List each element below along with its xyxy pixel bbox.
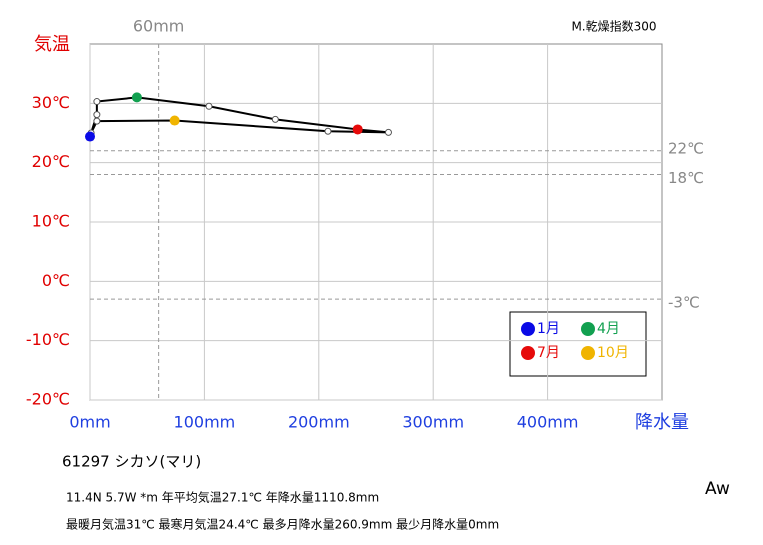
x-axis-label: 降水量	[635, 412, 689, 433]
reference-label: 22℃	[668, 139, 704, 157]
x-tick-label: 400mm	[517, 413, 579, 432]
legend-marker	[521, 346, 535, 360]
highlight-point	[352, 124, 363, 135]
y-tick-label: 20℃	[32, 152, 70, 171]
chart-title: M.乾燥指数300	[571, 19, 656, 34]
y-tick-label: -20℃	[26, 390, 70, 409]
legend	[509, 311, 647, 377]
x-tick-label: 300mm	[402, 413, 464, 432]
month-point	[93, 117, 101, 125]
x-tick-label: 100mm	[174, 413, 236, 432]
reference-label: 18℃	[668, 169, 704, 187]
info-line: 最暖月気温31℃ 最寒月気温24.4℃ 最多月降水量260.9mm 最少月降水量…	[66, 517, 499, 532]
month-point	[205, 102, 213, 110]
station: 61297 シカソ(マリ)	[62, 453, 201, 471]
x-tick-label: 0mm	[69, 413, 110, 432]
highlight-point	[85, 131, 95, 142]
legend-marker	[581, 346, 595, 360]
x-tick-label: 200mm	[288, 413, 350, 432]
month-point	[93, 111, 101, 119]
month-point	[384, 128, 392, 136]
month-point	[93, 98, 101, 106]
month-point	[324, 127, 332, 135]
y-tick-label: 30℃	[32, 93, 70, 112]
highlight-point	[169, 115, 180, 126]
legend-marker	[521, 322, 535, 336]
y-axis-label: 気温	[34, 34, 70, 55]
legend-marker	[581, 322, 595, 336]
month-point	[271, 115, 279, 123]
y-tick-label: -10℃	[26, 330, 70, 349]
legend-label: 4月	[597, 321, 620, 337]
reference-label: -3℃	[668, 294, 700, 312]
y-tick-label: 0℃	[42, 271, 70, 290]
reference-label: 60mm	[133, 17, 185, 36]
legend-label: 10月	[597, 345, 629, 361]
legend-label: 7月	[537, 345, 560, 361]
climate-class: Aw	[705, 479, 730, 499]
highlight-point	[131, 92, 142, 103]
info-line: 11.4N 5.7W *m 年平均気温27.1℃ 年降水量1110.8mm	[66, 490, 379, 505]
legend-label: 1月	[537, 321, 560, 337]
y-tick-label: 10℃	[32, 212, 70, 231]
